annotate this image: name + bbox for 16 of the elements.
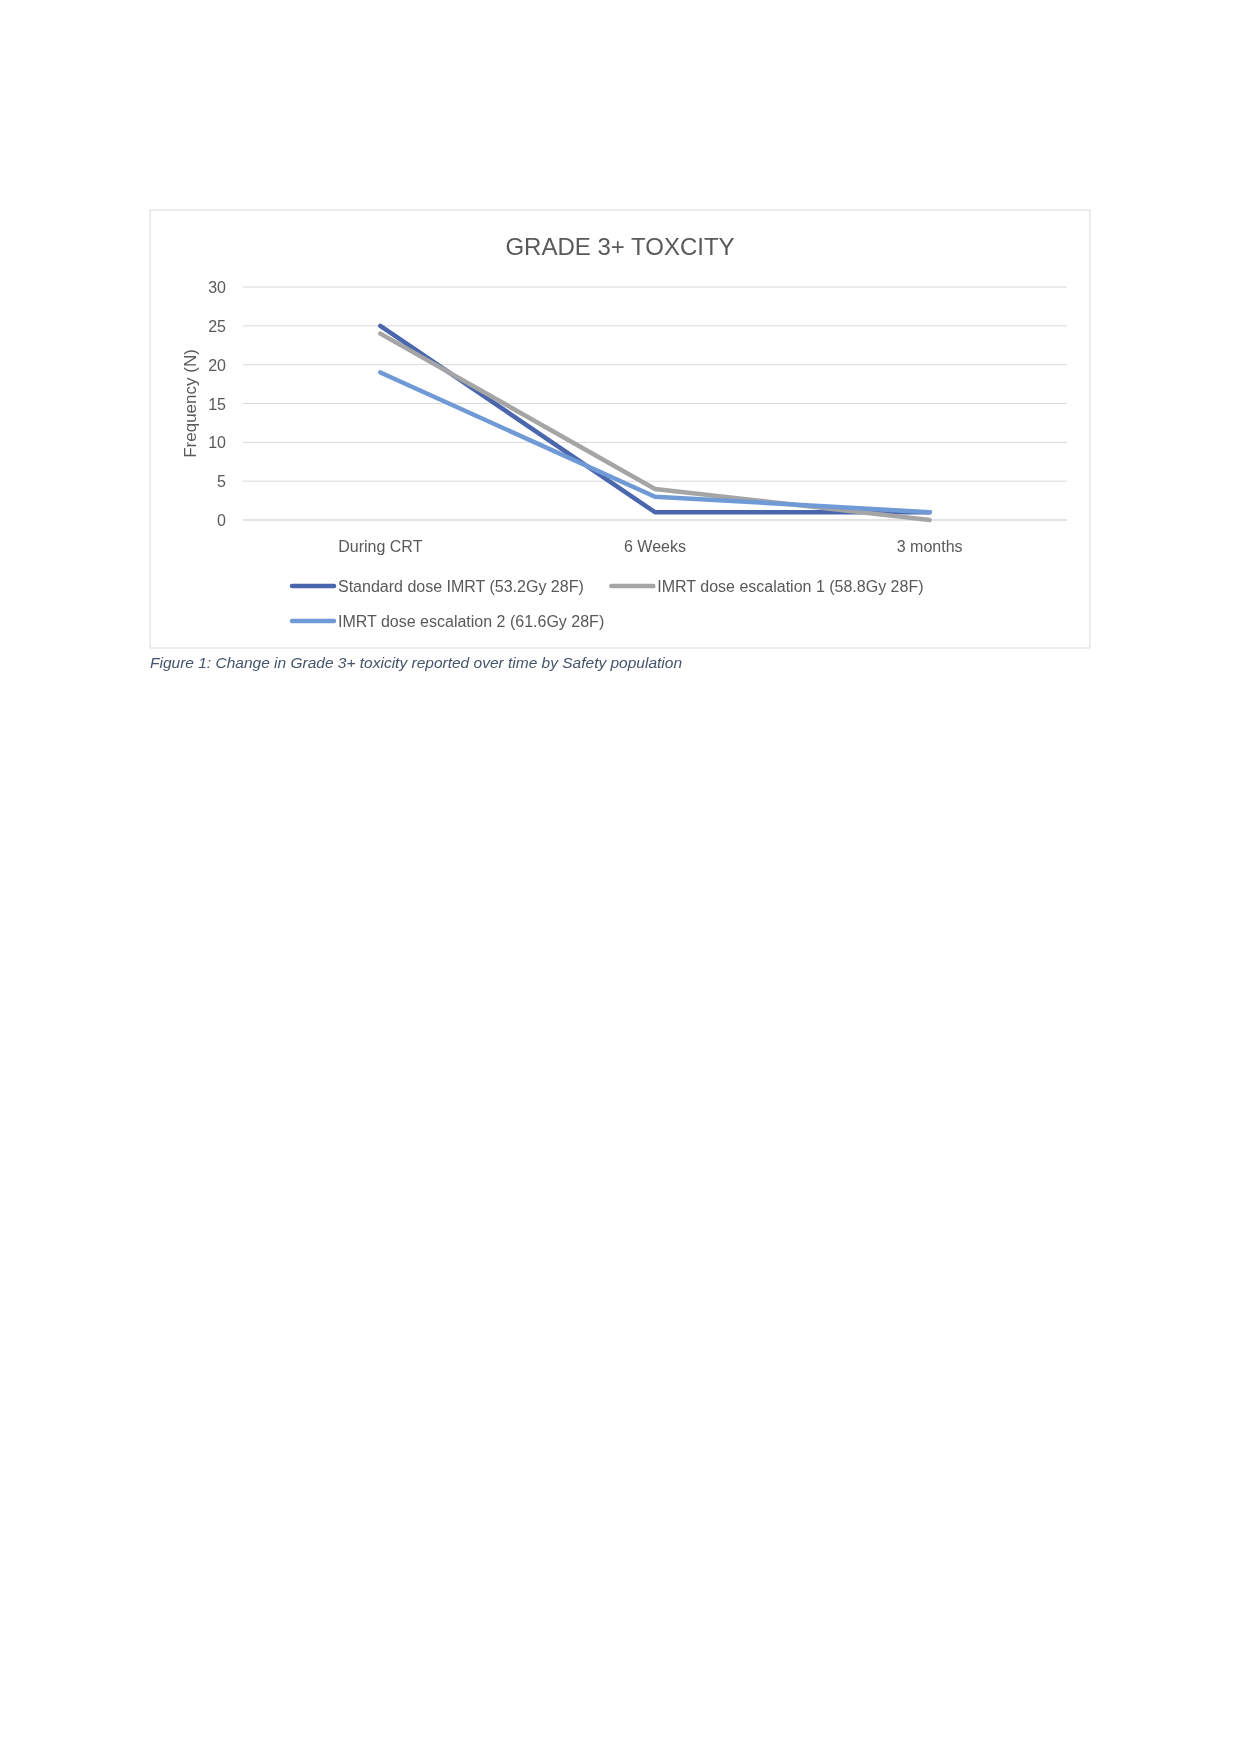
y-tick-label: 20 bbox=[208, 356, 227, 374]
chart-title: GRADE 3+ TOXCITY bbox=[505, 233, 735, 260]
y-axis-title: Frequency (N) bbox=[181, 349, 200, 458]
caption: Figure 1: Change in Grade 3+ toxicity reported over time by Safety population bbox=[150, 654, 683, 671]
y-tick-label: 0 bbox=[217, 512, 227, 529]
x-tick-label: 6 Weeks bbox=[624, 538, 686, 555]
y-tick-label: 10 bbox=[208, 434, 227, 452]
legend-label: Standard dose IMRT (53.2Gy 28F) bbox=[338, 578, 584, 595]
y-tick-label: 30 bbox=[208, 279, 227, 296]
y-tick-label: 5 bbox=[217, 473, 227, 491]
legend-label: IMRT dose escalation 2 (61.6Gy 28F) bbox=[338, 613, 605, 630]
legend-label: IMRT dose escalation 1 (58.8Gy 28F) bbox=[657, 578, 924, 595]
x-tick-label: 3 months bbox=[896, 538, 963, 555]
x-tick-label: During CRT bbox=[338, 538, 423, 555]
y-tick-label: 25 bbox=[208, 317, 227, 335]
y-tick-label: 15 bbox=[208, 395, 227, 413]
